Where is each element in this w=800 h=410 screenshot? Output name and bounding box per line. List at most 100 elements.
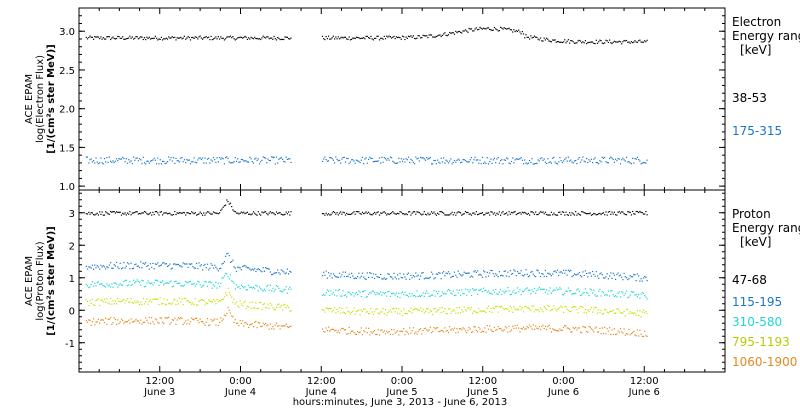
data-point [122, 284, 124, 286]
data-point [244, 264, 246, 267]
data-point [452, 214, 454, 216]
data-point [128, 37, 130, 39]
data-point [629, 162, 631, 164]
data-point [559, 41, 561, 43]
data-point [152, 284, 154, 286]
data-point [89, 159, 91, 161]
data-point [405, 312, 407, 315]
data-point [472, 162, 474, 164]
data-point [537, 213, 539, 216]
data-point [91, 161, 93, 163]
data-point [358, 290, 360, 292]
data-point [502, 163, 504, 165]
data-point [552, 308, 554, 310]
data-point [125, 279, 127, 281]
data-point [366, 272, 368, 274]
data-point [513, 162, 515, 164]
data-point [271, 290, 273, 292]
data-point [157, 321, 159, 323]
data-point [359, 291, 361, 293]
data-point [466, 310, 468, 312]
data-point [329, 157, 331, 159]
data-point [148, 282, 150, 284]
data-point [139, 267, 141, 269]
data-point [143, 162, 146, 164]
data-point [437, 273, 439, 275]
data-point [282, 309, 284, 311]
data-point [455, 30, 457, 32]
data-point [638, 275, 640, 277]
data-point [525, 328, 527, 330]
data-point [275, 39, 278, 41]
data-point [256, 308, 258, 310]
data-point [444, 275, 446, 277]
data-point [226, 312, 228, 315]
data-point [496, 158, 498, 160]
data-point [273, 308, 275, 311]
data-point [523, 163, 525, 165]
data-point [116, 158, 118, 160]
data-point [446, 160, 448, 162]
data-point [235, 160, 238, 162]
data-point [481, 212, 483, 214]
data-point [401, 213, 404, 215]
data-point [567, 327, 569, 329]
data-point [457, 292, 459, 294]
data-point [567, 287, 569, 289]
data-point [588, 159, 590, 161]
data-point [548, 290, 550, 292]
data-point [457, 158, 459, 160]
data-point [177, 263, 179, 266]
data-point [530, 309, 532, 312]
data-point [566, 308, 568, 310]
data-point [252, 307, 255, 309]
data-point [214, 264, 216, 266]
data-point [209, 162, 211, 164]
proton-y-axis-title: ACE EPAM log(Proton Flux) [1/(cm²s ster … [24, 226, 57, 335]
data-point [204, 304, 206, 306]
data-point [244, 321, 246, 324]
data-point [576, 42, 578, 44]
data-point [113, 282, 115, 284]
data-point [561, 272, 563, 274]
data-point [243, 287, 245, 289]
data-point [204, 214, 206, 216]
data-point [600, 333, 602, 335]
data-point [496, 305, 498, 308]
data-point [646, 159, 648, 161]
data-point [627, 333, 629, 335]
data-point [601, 212, 603, 214]
data-point [519, 31, 521, 33]
data-point [378, 276, 381, 279]
data-point [349, 39, 351, 41]
data-point [644, 275, 646, 278]
data-point [278, 158, 280, 160]
data-point [509, 29, 511, 31]
data-point [101, 211, 103, 213]
data-point [175, 323, 177, 325]
data-point [636, 156, 638, 158]
data-point [266, 285, 268, 287]
data-point [633, 273, 635, 276]
data-point [464, 29, 467, 31]
data-point [280, 290, 282, 292]
data-point [417, 211, 419, 213]
data-point [174, 281, 176, 283]
data-point [210, 319, 212, 321]
data-point [401, 35, 404, 37]
data-point [146, 298, 148, 300]
data-point [269, 211, 271, 213]
data-point [235, 322, 238, 324]
data-point [122, 267, 124, 269]
data-point [622, 41, 624, 43]
data-point [152, 262, 154, 264]
data-point [602, 42, 605, 45]
data-point [360, 213, 362, 215]
data-point [165, 212, 167, 214]
data-point [607, 41, 609, 43]
data-point [480, 212, 482, 215]
data-point [116, 211, 118, 213]
data-point [341, 158, 343, 160]
data-point [263, 36, 265, 38]
data-point [145, 300, 147, 303]
